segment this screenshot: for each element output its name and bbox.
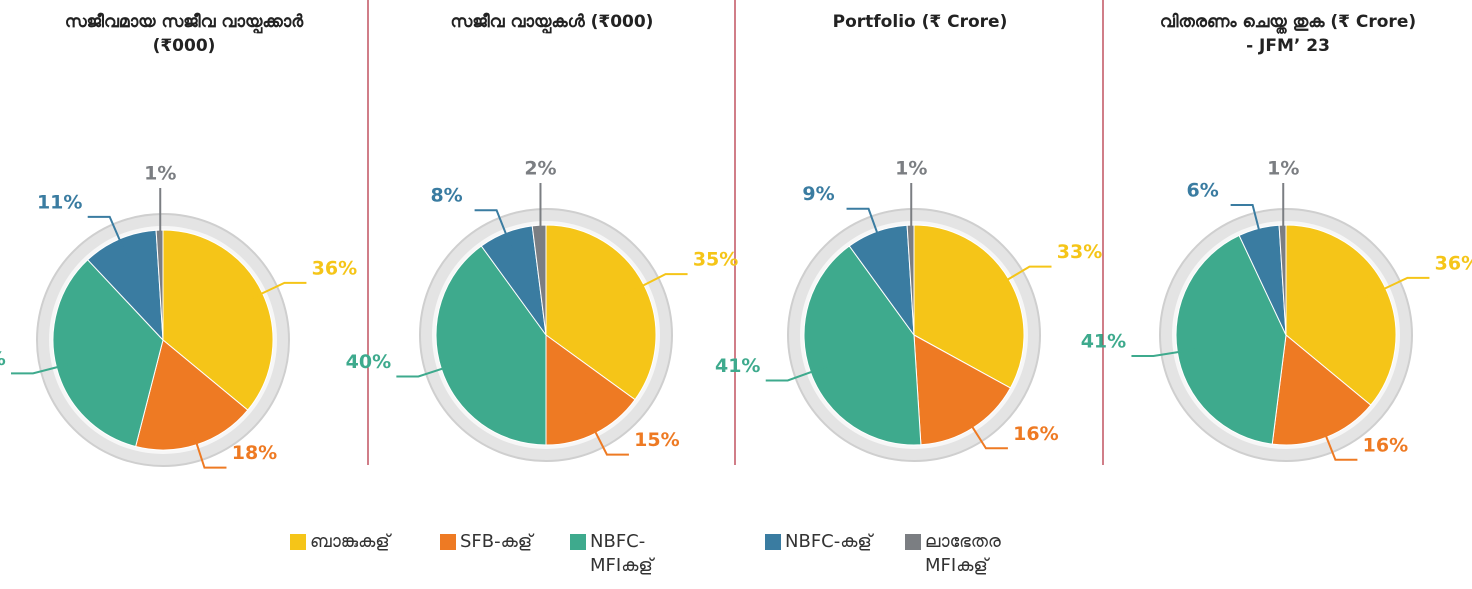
leader-line	[87, 215, 129, 260]
leader-line	[1365, 276, 1430, 299]
chart-title: സജീവമായ സജീവ വായ്പക്കാർ (₹000)	[64, 12, 304, 56]
leader-line	[989, 265, 1052, 292]
leader-line	[1230, 204, 1266, 251]
legend-item: ബാങ്കുകള്	[290, 530, 420, 554]
leader-line	[189, 423, 227, 469]
legend-swatch	[440, 534, 456, 550]
leader-line	[960, 408, 1008, 450]
leader-line	[474, 209, 515, 254]
data-label: 16%	[1013, 423, 1058, 445]
data-label: 15%	[634, 429, 679, 451]
legend-label: SFB-കള്	[460, 531, 533, 552]
leader-line	[765, 363, 832, 382]
leader-line	[585, 412, 629, 456]
data-label: 1%	[895, 158, 927, 180]
data-label: 41%	[715, 355, 760, 377]
leader-line	[396, 361, 463, 378]
chart-title: Portfolio (₹ Crore)	[832, 12, 1008, 32]
leader-line	[1317, 416, 1358, 461]
chart-title: വിതരണം ചെയ്ത തുക (₹ Crore) - JFM’ 23	[1159, 12, 1417, 56]
leader-line	[1131, 347, 1200, 357]
legend-swatch	[290, 534, 306, 550]
data-label: 8%	[430, 185, 462, 207]
legend-item: NBFC-കള്	[765, 530, 895, 554]
data-label: 1%	[1267, 158, 1299, 180]
pie-slice	[531, 224, 547, 336]
legend-swatch	[570, 534, 586, 550]
leader-line	[242, 281, 307, 304]
data-label: 16%	[1363, 434, 1408, 456]
data-label: 36%	[312, 257, 357, 279]
leader-line	[846, 207, 886, 253]
data-label: 9%	[802, 183, 834, 205]
legend-label: ബാങ്കുകള്	[310, 531, 390, 552]
legend-item: ലാഭേതര MFIകള്	[905, 530, 1035, 578]
legend-swatch	[905, 534, 921, 550]
legend-label: NBFC-MFIകള്	[590, 531, 653, 576]
data-label: 40%	[346, 351, 391, 373]
chart-title: സജീവ വായ്പകൾ (₹000)	[450, 12, 654, 32]
data-label: 33%	[1057, 241, 1102, 263]
data-label: 2%	[524, 158, 556, 180]
legend-item: NBFC-MFIകള്	[570, 530, 700, 578]
data-label: 18%	[232, 442, 277, 464]
legend-swatch	[765, 534, 781, 550]
data-label: 41%	[1081, 330, 1126, 352]
legend-label: NBFC-കള്	[785, 531, 872, 552]
data-label: 35%	[693, 249, 738, 271]
legend-label: ലാഭേതര MFIകള്	[925, 531, 1001, 576]
leader-line	[11, 360, 79, 375]
data-label: 1%	[144, 163, 176, 185]
leader-line	[623, 273, 688, 296]
data-label: 34%	[0, 348, 6, 370]
data-label: 36%	[1435, 252, 1472, 274]
legend-item: SFB-കള്	[440, 530, 570, 554]
data-label: 11%	[37, 191, 82, 213]
data-label: 6%	[1186, 180, 1218, 202]
